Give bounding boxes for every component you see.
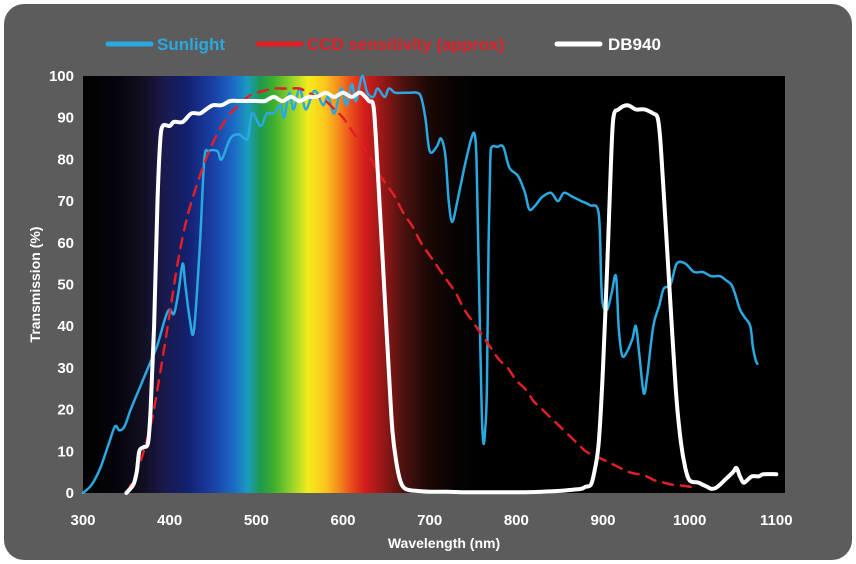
- legend-item: Sunlight: [105, 35, 225, 54]
- series-line-ccd-sensitivity-approx: [125, 86, 700, 495]
- y-tick-label: 50: [57, 277, 74, 294]
- chart-card: Sunlight CCD sensitivity (approx) DB940 0 1…: [4, 4, 852, 560]
- x-tick-label: 900: [590, 512, 615, 529]
- series-line-sunlight: [81, 74, 759, 495]
- y-tick-label: 70: [57, 193, 74, 210]
- y-tick-label: 20: [57, 402, 74, 419]
- legend-item: CCD sensitivity (approx): [255, 35, 504, 54]
- legend: Sunlight CCD sensitivity (approx) DB940: [105, 35, 661, 54]
- x-tick-label: 1100: [760, 512, 793, 529]
- legend-item: DB940: [554, 35, 661, 54]
- transmission-chart: Sunlight CCD sensitivity (approx) DB940 0 1…: [27, 35, 793, 551]
- y-tick-label: 60: [57, 235, 74, 252]
- x-axis-ticks: 300 400 500 600 700 800 900 1000 1100: [70, 512, 792, 529]
- x-tick-label: 400: [157, 512, 182, 529]
- x-tick-label: 300: [70, 512, 95, 529]
- y-tick-label: 0: [66, 485, 74, 502]
- y-tick-label: 30: [57, 360, 74, 377]
- legend-label: CCD sensitivity (approx): [307, 35, 504, 54]
- x-tick-label: 1000: [673, 512, 706, 529]
- y-tick-label: 10: [57, 443, 74, 460]
- y-tick-label: 90: [57, 110, 74, 127]
- x-tick-label: 700: [417, 512, 442, 529]
- legend-label: Sunlight: [157, 35, 225, 54]
- y-axis-ticks: 0 10 20 30 40 50 60 70 80 90 100: [49, 68, 74, 502]
- y-tick-label: 80: [57, 151, 74, 168]
- y-axis-label: Transmission (%): [27, 227, 43, 343]
- y-tick-label: 40: [57, 318, 74, 335]
- series-layer: [81, 74, 779, 495]
- x-axis-label: Wavelength (nm): [388, 535, 500, 551]
- x-tick-label: 600: [330, 512, 355, 529]
- series-line-db940: [124, 90, 779, 495]
- y-tick-label: 100: [49, 68, 74, 85]
- x-tick-label: 500: [244, 512, 269, 529]
- legend-label: DB940: [608, 35, 661, 54]
- x-tick-label: 800: [504, 512, 529, 529]
